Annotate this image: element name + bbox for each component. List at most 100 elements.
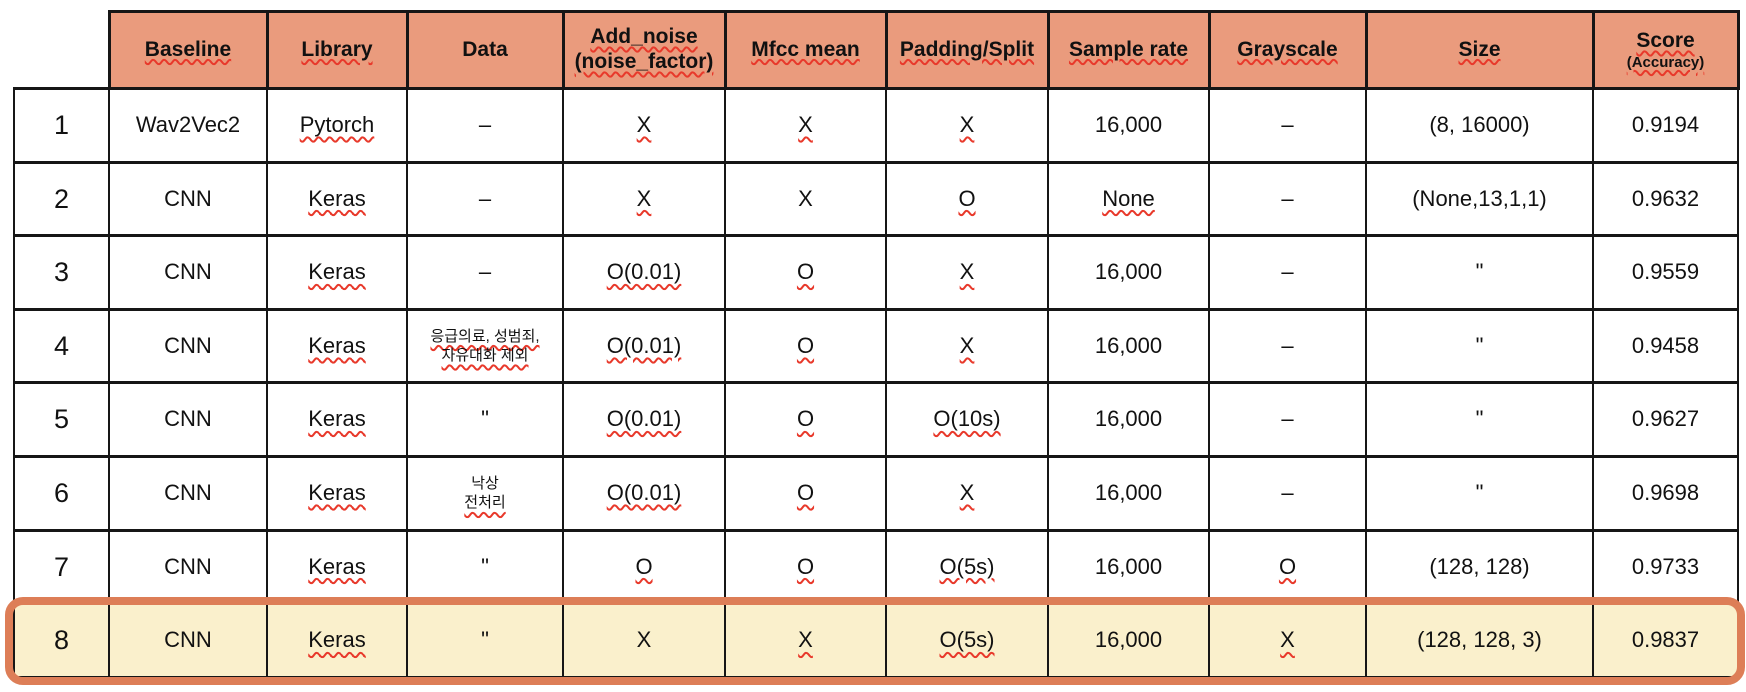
cell-text: Keras: [308, 259, 366, 285]
cell-text: X: [636, 185, 652, 211]
row-number: 3: [13, 234, 110, 311]
cell-text: 0.9733: [1631, 553, 1700, 579]
cell-text: None: [1102, 185, 1155, 211]
cell-mfcc-mean-row7: O: [724, 528, 887, 606]
cell-baseline-row2: CNN: [108, 160, 268, 238]
col-header-sublabel: (Accuracy): [1626, 53, 1705, 71]
cell-sample-rate-row7: 16,000: [1047, 528, 1210, 606]
cell-add-noise-row8: X: [562, 602, 726, 679]
cell-text: (128, 128, 3): [1417, 627, 1542, 653]
cell-baseline-row3: CNN: [108, 234, 268, 311]
cell-text: ": [481, 627, 489, 653]
cell-text: X: [636, 112, 652, 138]
cell-text: (8, 16000): [1429, 112, 1530, 138]
col-header-size: Size: [1364, 10, 1595, 90]
col-header-baseline: Baseline: [107, 10, 269, 90]
cell-text: CNN: [164, 332, 212, 358]
cell-text: –: [1281, 332, 1294, 358]
cell-grayscale-row3: –: [1208, 234, 1367, 311]
row-number: 8: [13, 602, 110, 679]
col-header-label: Data: [462, 37, 508, 61]
col-header-label: Library: [301, 37, 373, 61]
cell-text: 0.9458: [1631, 332, 1700, 358]
cell-library-row1: Pytorch: [266, 87, 408, 164]
cell-padding-split-row3: X: [885, 234, 1049, 311]
row-number: 5: [13, 381, 110, 458]
cell-text: O(0.01): [606, 332, 682, 358]
cell-text: ": [1475, 480, 1484, 506]
cell-text: Keras: [308, 406, 366, 432]
cell-text: 0.9559: [1631, 259, 1700, 285]
cell-text: ": [481, 553, 489, 579]
table-row-6: 6 CNN Keras 낙상 전처리 O(0.01) O X 16,000 – " 0.9698: [13, 454, 1739, 532]
cell-text: O: [796, 332, 815, 358]
experiment-table-container: Baseline Library Data Add_noise (noise_facto…: [5, 10, 1745, 685]
cell-text: O: [796, 553, 815, 579]
cell-text: O: [796, 480, 815, 506]
cell-text: Keras: [308, 332, 366, 358]
col-header-label: Grayscale: [1237, 37, 1338, 61]
cell-text: –: [478, 185, 492, 211]
cell-score-row8: 0.9837: [1592, 602, 1739, 679]
cell-library-row3: Keras: [266, 234, 408, 311]
row-number: 7: [13, 528, 110, 606]
cell-text: 0.9698: [1631, 480, 1700, 506]
cell-sample-rate-row4: 16,000: [1047, 307, 1210, 385]
col-header-library: Library: [265, 10, 409, 90]
cell-add-noise-row2: X: [562, 160, 726, 238]
cell-sample-rate-row1: 16,000: [1047, 87, 1210, 164]
table-row-8: 8 CNN Keras " X X O(5s) 16,000 X (128, 128, 3) 0.9…: [13, 602, 1739, 679]
cell-library-row5: Keras: [266, 381, 408, 458]
cell-size-row8: (128, 128, 3): [1365, 602, 1594, 679]
cell-text: 16,000: [1094, 480, 1163, 506]
table-body: 1 Wav2Vec2 Pytorch – X X X 16,000 – (8, 16000) 0.9…: [13, 87, 1739, 679]
cell-text: –: [1281, 406, 1294, 432]
cell-baseline-row4: CNN: [108, 307, 268, 385]
cell-score-row3: 0.9559: [1592, 234, 1739, 311]
cell-text: X: [798, 627, 813, 653]
cell-text: X: [959, 112, 975, 138]
cell-text: Keras: [308, 627, 366, 653]
cell-grayscale-row2: –: [1208, 160, 1367, 238]
cell-sample-rate-row3: 16,000: [1047, 234, 1210, 311]
cell-text: X: [636, 627, 652, 653]
cell-size-row3: ": [1365, 234, 1594, 311]
row-number: 4: [13, 307, 110, 385]
cell-text: ": [1475, 332, 1484, 358]
cell-mfcc-mean-row1: X: [724, 87, 887, 164]
col-header-label: Add_noise: [590, 25, 698, 49]
cell-text: 16,000: [1094, 627, 1163, 653]
cell-text: O(0.01): [606, 480, 682, 506]
col-header-label: Sample rate: [1068, 37, 1189, 61]
cell-text: –: [478, 259, 492, 285]
col-header-label: Baseline: [144, 37, 232, 61]
table-row-4: 4 CNN Keras 응급의료, 성범죄, 자유대화 제외 O(0.01) O X 16,00…: [13, 307, 1739, 385]
cell-text: ": [1475, 259, 1484, 285]
cell-text: 16,000: [1094, 553, 1163, 579]
cell-text: CNN: [164, 627, 212, 653]
cell-text: (None,13,1,1): [1412, 185, 1547, 211]
cell-score-row7: 0.9733: [1592, 528, 1739, 606]
cell-text: CNN: [164, 185, 212, 211]
cell-mfcc-mean-row4: O: [724, 307, 887, 385]
cell-text: O(5s): [939, 627, 995, 653]
header-row: Baseline Library Data Add_noise (noise_facto…: [14, 10, 1740, 90]
cell-grayscale-row4: –: [1208, 307, 1367, 385]
row-number: 2: [13, 160, 110, 238]
cell-add-noise-row5: O(0.01): [562, 381, 726, 458]
cell-data-row8: ": [406, 602, 564, 679]
cell-library-row6: Keras: [266, 454, 408, 532]
cell-text: 자유대화 제외: [441, 347, 529, 365]
cell-text: 16,000: [1094, 259, 1163, 285]
cell-padding-split-row7: O(5s): [885, 528, 1049, 606]
cell-padding-split-row2: O: [885, 160, 1049, 238]
cell-library-row8: Keras: [266, 602, 408, 679]
cell-mfcc-mean-row8: X: [724, 602, 887, 679]
cell-text: 낙상: [471, 474, 499, 492]
cell-score-row6: 0.9698: [1592, 454, 1739, 532]
col-header-label: Mfcc mean: [751, 37, 860, 61]
cell-text: CNN: [164, 553, 212, 579]
cell-padding-split-row5: O(10s): [885, 381, 1049, 458]
cell-sample-rate-row6: 16,000: [1047, 454, 1210, 532]
